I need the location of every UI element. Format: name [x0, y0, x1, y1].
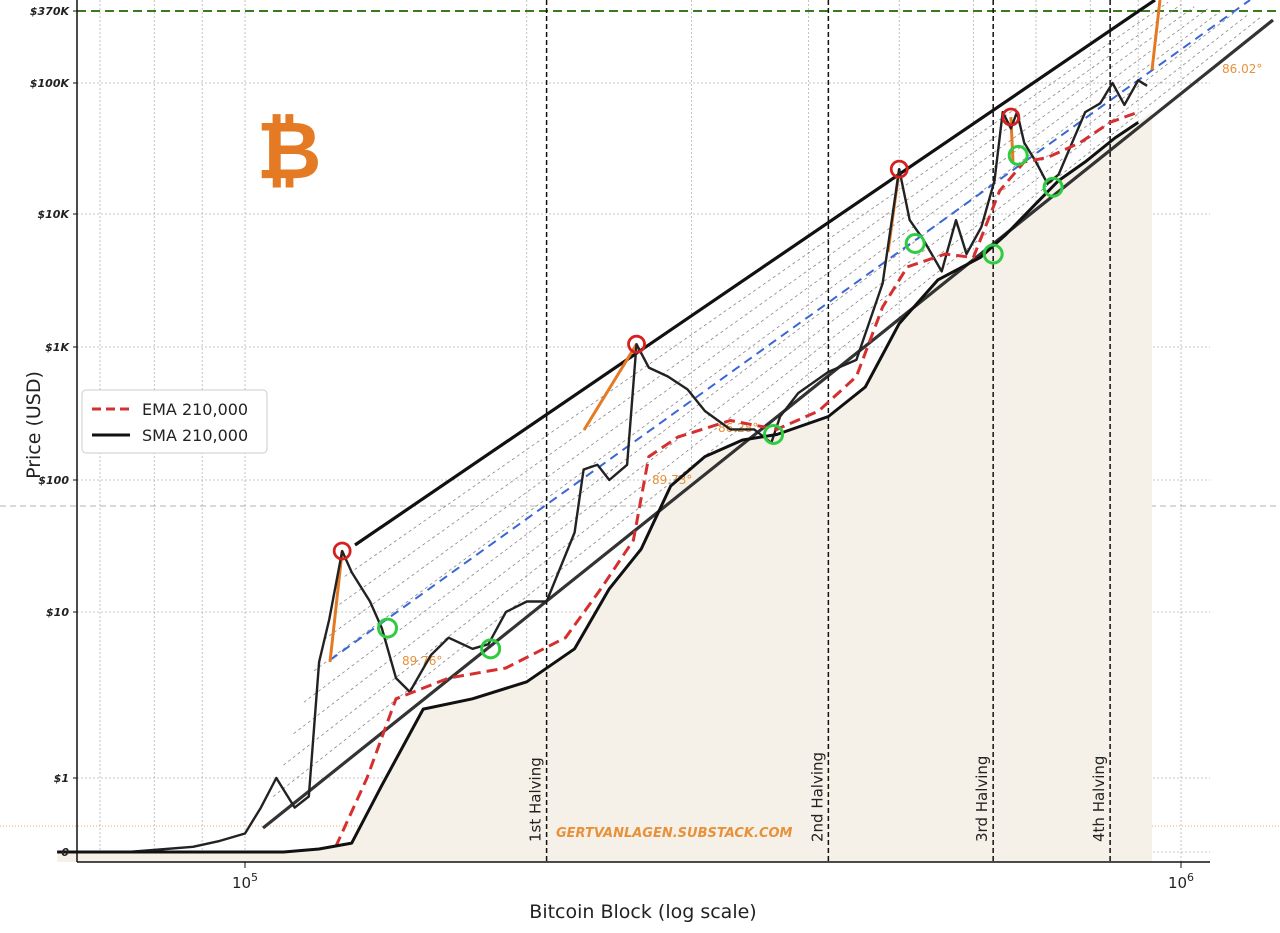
- y-tick-label: $1: [54, 772, 69, 785]
- bitcoin-logo-icon: ₿: [256, 104, 321, 197]
- channel-band-line: [303, 10, 1221, 703]
- angle-label: 86.02°: [1222, 62, 1262, 76]
- legend-ema-label: EMA 210,000: [142, 400, 248, 419]
- cycle-top-marker: [1001, 107, 1021, 127]
- upper-channel-line: [354, 0, 1156, 547]
- cycle-top-marker: [332, 541, 352, 561]
- y-tick-label: $100: [38, 474, 69, 487]
- cycle-bottom-marker: [1007, 144, 1029, 166]
- halving-lines: 1st Halving 2nd Halving 3rd Halving 4th Hal…: [527, 0, 1111, 862]
- cycle-bottom-marker: [480, 638, 502, 660]
- cycle-bottom-marker: [982, 243, 1004, 265]
- ema-line: [334, 110, 1139, 848]
- shaded-area: [57, 112, 1153, 862]
- cycle-top-marker: [627, 334, 646, 354]
- rally-segment: [582, 343, 638, 431]
- price-line: [57, 79, 1148, 854]
- y-tick-label: $370K: [30, 5, 71, 18]
- channel-band-line: [313, 8, 1208, 672]
- x-tick-label: 106: [1168, 871, 1194, 892]
- halving-label: 4th Halving: [1090, 756, 1108, 842]
- y-axis-label: Price (USD): [23, 371, 45, 479]
- cycle-bottom-marker: [904, 233, 926, 255]
- rally-segment: [1150, 0, 1162, 71]
- mid-channel-line: [329, 0, 1251, 661]
- angle-label: 89.76°: [402, 654, 442, 668]
- y-tick-label: $10: [46, 606, 69, 619]
- channel-band-line: [344, 1, 1169, 577]
- x-tick-label: 105: [232, 871, 258, 892]
- halving-label: 3rd Halving: [973, 756, 991, 842]
- y-tick-label: $100K: [30, 77, 71, 90]
- angle-label: 86.28°: [718, 421, 758, 435]
- legend: EMA 210,000 SMA 210,000: [81, 389, 268, 454]
- channel-band-line: [334, 4, 1182, 609]
- halving-label: 1st Halving: [527, 757, 545, 842]
- watermark: GERTVANLAGEN.SUBSTACK.COM: [556, 826, 793, 841]
- y-tick-label: $10K: [38, 208, 71, 221]
- rally-segment: [328, 550, 344, 663]
- cycle-markers: [332, 107, 1064, 660]
- y-tick-label: $1K: [45, 341, 70, 354]
- sma-line: [57, 121, 1140, 854]
- cycle-bottom-marker: [377, 617, 399, 639]
- x-axis-label: Bitcoin Block (log scale): [529, 901, 756, 923]
- cycle-top-marker: [889, 159, 909, 179]
- series-lines: [57, 79, 1148, 854]
- legend-sma-label: SMA 210,000: [142, 426, 248, 445]
- halving-label: 2nd Halving: [808, 752, 826, 842]
- sma-shaded-area: [57, 112, 1153, 862]
- lower-channel-line: [262, 18, 1274, 830]
- cycle-bottom-marker: [763, 423, 785, 445]
- channel-band-line: [324, 6, 1195, 640]
- cycle-bottom-marker: [1042, 176, 1064, 198]
- y-tick-label: 0: [61, 846, 69, 859]
